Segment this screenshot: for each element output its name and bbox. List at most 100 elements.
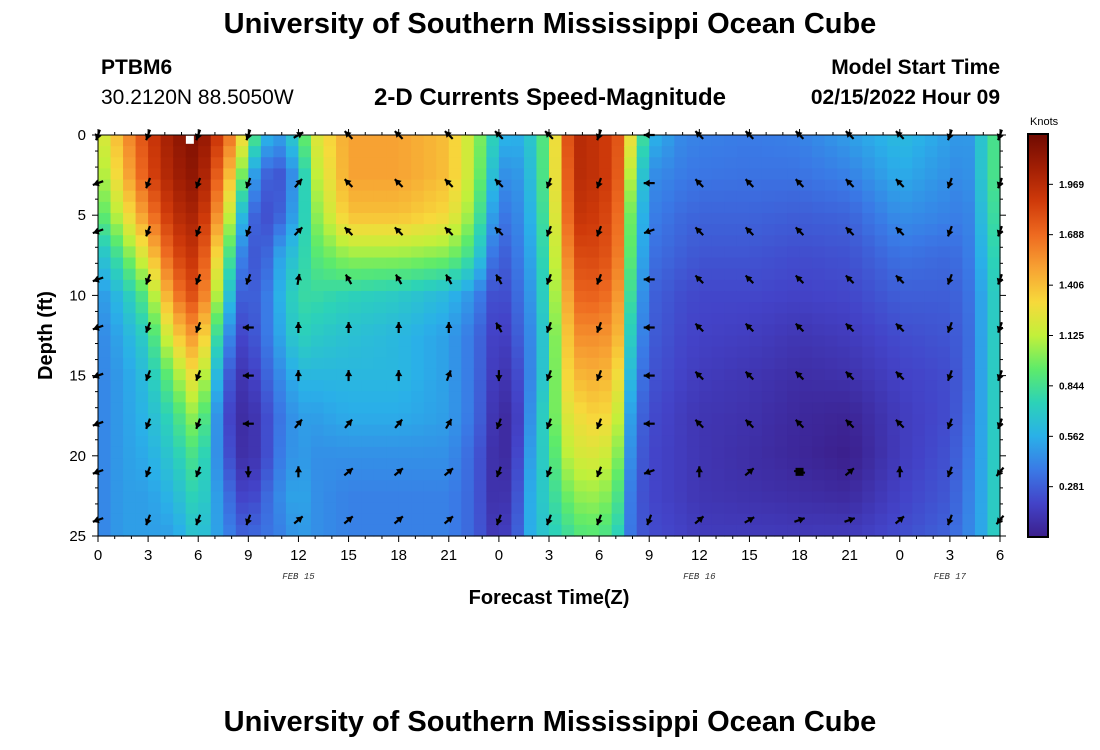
heatmap-cell (787, 212, 801, 225)
heatmap-cell (962, 335, 976, 348)
heatmap-cell (523, 346, 538, 359)
heatmap-cell (962, 435, 976, 448)
heatmap-cell (874, 212, 888, 225)
heatmap-cell (787, 402, 801, 415)
heatmap-cell (699, 346, 713, 359)
heatmap-cell (373, 413, 387, 426)
current-arrow (845, 226, 855, 236)
heatmap-cell (260, 168, 274, 181)
heatmap-cell (987, 435, 1001, 448)
heatmap-cell (323, 235, 337, 247)
heatmap-cell (987, 502, 1001, 515)
heatmap-cell (348, 446, 362, 459)
heatmap-cell (574, 491, 588, 504)
heatmap-cell (912, 402, 926, 415)
heatmap-cell (761, 179, 776, 192)
heatmap-cell (373, 480, 387, 493)
heatmap-cell (423, 446, 437, 459)
heatmap-cell (724, 391, 738, 403)
heatmap-cell (874, 146, 888, 158)
heatmap-cell (373, 357, 387, 370)
heatmap-cell (248, 201, 262, 214)
heatmap-cell (887, 469, 901, 481)
heatmap-cell (348, 324, 362, 337)
heatmap-cell (260, 135, 274, 147)
heatmap-cell (799, 302, 813, 314)
heatmap-cell (461, 157, 475, 170)
heatmap-cell (423, 168, 437, 181)
heatmap-cell (962, 446, 976, 459)
heatmap-cell (724, 268, 738, 281)
heatmap-cell (498, 313, 513, 325)
heatmap-cell (987, 357, 1001, 370)
heatmap-cell (849, 268, 863, 281)
heatmap-cell (674, 368, 688, 381)
heatmap-cell (185, 246, 199, 259)
heatmap-cell (185, 324, 199, 337)
heatmap-cell (899, 290, 913, 303)
heatmap-cell (899, 179, 913, 192)
heatmap-cell (336, 146, 350, 158)
heatmap-cell (924, 424, 938, 437)
heatmap-cell (498, 290, 513, 303)
heatmap-cell (749, 469, 763, 481)
heatmap-cell (661, 179, 675, 192)
heatmap-cell (849, 168, 863, 181)
heatmap-cell (824, 190, 838, 203)
heatmap-cell (148, 313, 162, 325)
heatmap-cell (323, 346, 337, 359)
heatmap-cell (461, 290, 475, 303)
heatmap-cell (310, 402, 325, 415)
heatmap-cell (260, 279, 274, 292)
heatmap-cell (787, 391, 801, 403)
heatmap-cell (674, 268, 688, 281)
heatmap-cell (160, 246, 174, 259)
heatmap-cell (686, 235, 700, 247)
heatmap-cell (210, 380, 224, 392)
heatmap-cell (110, 413, 124, 426)
heatmap-cell (273, 268, 287, 281)
current-arrow (494, 178, 504, 188)
current-arrow (595, 225, 603, 237)
heatmap-cell (874, 491, 888, 504)
heatmap-cell (473, 257, 487, 270)
heatmap-cell (198, 491, 212, 504)
heatmap-cell (711, 146, 725, 158)
heatmap-cell (711, 279, 725, 292)
heatmap-cell (285, 235, 300, 247)
heatmap-cell (486, 235, 500, 247)
heatmap-cell (837, 201, 851, 214)
heatmap-cell (674, 212, 688, 225)
heatmap-cell (123, 357, 137, 370)
heatmap-cell (812, 324, 826, 337)
heatmap-cell (812, 146, 826, 158)
heatmap-cell (173, 268, 187, 281)
heatmap-cell (123, 190, 137, 203)
heatmap-cell (749, 413, 763, 426)
current-arrow (444, 226, 454, 236)
annotations (185, 135, 804, 476)
heatmap-cell (674, 458, 688, 470)
heatmap-cell (624, 235, 638, 247)
heatmap-cell (799, 357, 813, 370)
heatmap-cell (862, 235, 876, 247)
heatmap-cell (336, 458, 350, 470)
heatmap-cell (561, 190, 575, 203)
heatmap-cell (862, 491, 876, 504)
x-tick-label: 18 (390, 547, 407, 564)
heatmap-cell (974, 513, 989, 526)
heatmap-cell (361, 524, 375, 537)
heatmap-cell (448, 424, 462, 437)
heatmap-cell (148, 235, 162, 247)
current-arrow (242, 420, 254, 428)
heatmap-cell (574, 391, 588, 403)
heatmap-cell (586, 302, 600, 314)
heatmap-cell (198, 179, 212, 192)
heatmap-cell (448, 235, 462, 247)
heatmap-cell (649, 135, 663, 147)
heatmap-cell (361, 335, 375, 348)
heatmap-cell (611, 413, 625, 426)
heatmap-cell (699, 402, 713, 415)
heatmap-cell (298, 513, 312, 526)
heatmap-cell (185, 469, 199, 481)
